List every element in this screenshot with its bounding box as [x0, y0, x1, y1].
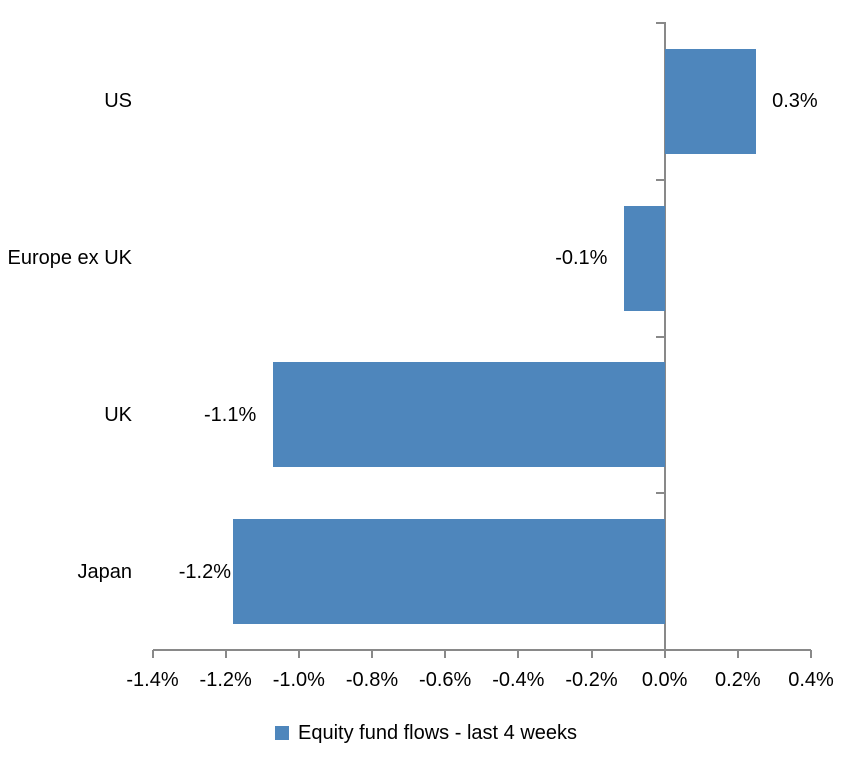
bar-japan — [232, 519, 665, 625]
y-tick-mark — [655, 22, 664, 24]
x-tick-label: -0.4% — [492, 669, 545, 691]
x-tick-mark — [224, 650, 227, 658]
x-tick-mark — [810, 650, 812, 658]
legend-swatch — [274, 726, 289, 740]
x-tick-label: 0.0% — [641, 669, 688, 691]
value-label-japan: -1.2% — [178, 560, 231, 583]
x-tick-mark — [736, 650, 739, 658]
x-tick-label: -0.2% — [565, 669, 618, 691]
x-tick-label: -1.4% — [126, 669, 179, 691]
x-tick-label: -1.2% — [199, 669, 252, 691]
x-tick-label: -0.8% — [345, 669, 399, 691]
bar-us — [664, 48, 757, 154]
x-tick-mark — [151, 650, 154, 658]
value-label-uk: -1.1% — [203, 403, 257, 426]
y-tick-mark — [655, 335, 664, 338]
x-axis-line — [152, 649, 811, 651]
x-tick-mark — [517, 650, 520, 658]
legend: Equity fund flows - last 4 weeks — [274, 719, 578, 747]
category-label-europe-ex-uk: Europe ex UK — [7, 247, 132, 270]
x-tick-label: -0.6% — [419, 669, 472, 691]
x-tick-mark — [371, 650, 373, 658]
bar-uk — [273, 362, 665, 468]
bar-europe-ex-uk — [624, 205, 665, 311]
x-tick-label: 0.2% — [715, 669, 761, 691]
x-tick-mark — [663, 650, 666, 658]
x-tick-mark — [297, 650, 300, 658]
x-tick-mark — [590, 650, 593, 658]
x-tick-mark — [444, 650, 447, 658]
value-label-us: 0.3% — [772, 90, 818, 113]
category-label-us: US — [104, 90, 132, 113]
y-tick-mark — [655, 492, 664, 495]
y-tick-mark — [655, 178, 664, 181]
y-axis-line — [663, 22, 666, 650]
category-label-uk: UK — [104, 403, 132, 426]
y-tick-mark — [655, 649, 664, 651]
value-label-europe-ex-uk: -0.1% — [555, 247, 608, 270]
category-label-japan: Japan — [77, 560, 133, 583]
x-tick-label: -1.0% — [272, 669, 325, 691]
x-tick-label: 0.4% — [788, 669, 834, 691]
legend-label: Equity fund flows - last 4 weeks — [297, 722, 578, 744]
